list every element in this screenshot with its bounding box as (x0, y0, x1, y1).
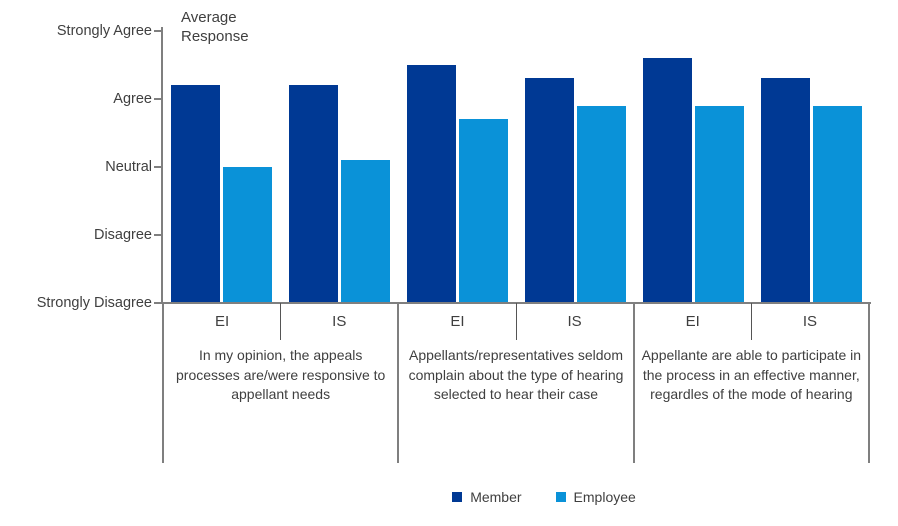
bar-member (760, 78, 810, 302)
y-tick-mark (154, 30, 162, 32)
legend-swatch-icon (452, 492, 463, 502)
y-tick-label: Strongly Agree (56, 23, 152, 39)
x-category-group: EI IS Appellante are able to participate i… (632, 303, 870, 463)
plot-area (162, 31, 870, 302)
question-label: Appellante are able to participate in th… (641, 347, 862, 403)
subgroup-label-row: EI IS (635, 303, 868, 340)
y-tick-mark (154, 166, 162, 168)
subgroup-label-is: IS (280, 303, 397, 340)
bar-employee (576, 105, 626, 302)
y-tick-label: Neutral (105, 159, 152, 175)
subgroup-label-ei: EI (450, 313, 465, 330)
bar-subgroup-is (516, 31, 634, 302)
x-axis-category-area: EI IS In my opinion, the appeals processes… (162, 303, 870, 463)
y-axis-tick-labels: Strongly Agree Agree Neutral Disagree Strong… (0, 0, 162, 526)
y-tick-mark (154, 234, 162, 236)
legend-swatch-icon (555, 492, 566, 502)
y-tick-mark (154, 98, 162, 100)
x-axis-line (155, 302, 871, 304)
legend-label: Employee (573, 489, 636, 505)
y-tick-label: Strongly Disagree (36, 295, 152, 311)
bar-member (524, 78, 574, 302)
bar-employee (812, 105, 862, 302)
bar-subgroup-ei (398, 31, 516, 302)
y-axis-line (161, 27, 163, 303)
subgroup-label-row: EI IS (399, 303, 632, 340)
y-tick-label: Disagree (93, 227, 152, 243)
legend-item-employee: Employee (555, 489, 636, 505)
subgroup-label-ei: EI (685, 313, 700, 330)
bar-group (162, 31, 398, 302)
bar-member (288, 85, 338, 302)
subgroup-label-is: IS (515, 303, 633, 340)
bar-employee (694, 105, 744, 302)
bar-group (634, 31, 870, 302)
bar-subgroup-ei (634, 31, 752, 302)
bar-member (642, 58, 692, 302)
subgroup-label-ei: EI (214, 313, 230, 330)
bar-subgroup-ei (162, 31, 280, 302)
question-label: Appellants/representatives seldom compla… (408, 347, 624, 403)
bar-employee (340, 159, 390, 302)
y-tick-label: Agree (113, 91, 152, 107)
bar-employee (458, 119, 508, 302)
legend-label: Member (470, 489, 522, 505)
subgroup-label-is: IS (750, 303, 868, 340)
bar-member (406, 64, 456, 302)
question-label: In my opinion, the appeals processes are… (176, 347, 386, 403)
bar-group (398, 31, 634, 302)
legend: Member Employee (190, 489, 898, 505)
bar-subgroup-is (752, 31, 870, 302)
bar-employee (222, 166, 272, 302)
bar-member (170, 85, 220, 302)
subgroup-label-row: EI IS (164, 303, 397, 340)
bar-subgroup-is (280, 31, 398, 302)
x-category-group: EI IS In my opinion, the appeals processes… (162, 303, 397, 463)
x-category-group: EI IS Appellants/representatives seldom co… (397, 303, 632, 463)
legend-item-member: Member (452, 489, 522, 505)
y-axis-title: Average Response (181, 9, 249, 45)
